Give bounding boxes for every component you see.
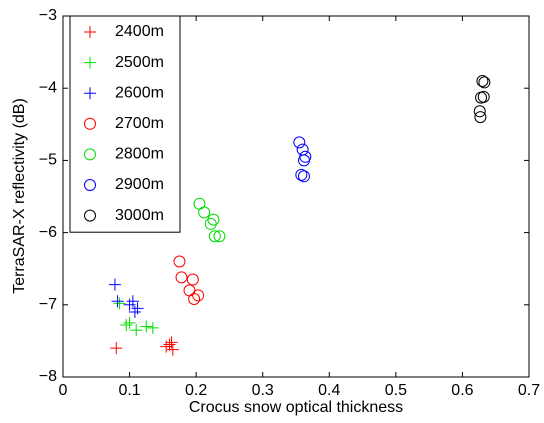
y-tick-label: −8 — [39, 368, 57, 385]
circle-marker — [207, 213, 220, 226]
circle-marker — [297, 170, 310, 183]
x-tick-label: 0.2 — [185, 382, 207, 399]
plus-marker — [140, 320, 153, 333]
circle-marker — [476, 74, 489, 87]
x-tick-label: 0.1 — [118, 382, 140, 399]
x-tick-label: 0.4 — [318, 382, 340, 399]
plus-marker — [130, 324, 143, 337]
legend: 2400m 2500m 2600m 2700m 2800m 2900m 3000m — [69, 15, 181, 233]
plus-marker — [163, 338, 176, 351]
circle-marker — [84, 117, 96, 130]
circle-marker — [293, 136, 306, 149]
plus-marker — [108, 278, 121, 291]
plot-frame — [62, 15, 530, 378]
plus-marker — [84, 56, 96, 69]
x-tick-label: 0.7 — [518, 382, 540, 399]
y-tick-label: −7 — [39, 296, 57, 313]
plus-marker — [120, 319, 133, 332]
circle-marker — [183, 284, 196, 297]
plus-marker — [165, 336, 178, 349]
circle-marker — [188, 293, 201, 306]
plus-marker — [131, 302, 144, 315]
y-tick-label: −6 — [39, 224, 57, 241]
plus-marker — [123, 298, 136, 311]
y-axis-label: TerraSAR-X reflectivity (dB) — [11, 98, 28, 294]
y-tick-label: −3 — [39, 7, 57, 24]
legend-label: 3000m — [115, 207, 164, 224]
circle-marker — [84, 148, 96, 161]
series — [113, 297, 159, 337]
x-tick-label: 0.3 — [252, 382, 274, 399]
plus-marker — [128, 306, 141, 319]
legend-label: 2700m — [115, 115, 164, 132]
x-tick-label: 0.6 — [451, 382, 473, 399]
circle-marker — [299, 150, 312, 163]
series — [173, 255, 205, 306]
plus-marker — [84, 26, 96, 38]
legend-label: 2600m — [115, 84, 164, 101]
plus-marker — [113, 297, 126, 310]
legend-box — [69, 15, 181, 233]
circle-marker — [186, 273, 199, 286]
x-tick-label: 0.5 — [385, 382, 407, 399]
series — [108, 278, 144, 319]
circle-marker — [84, 209, 96, 222]
circle-marker — [474, 111, 487, 124]
plus-marker — [126, 295, 139, 308]
series — [110, 336, 179, 356]
legend-label: 2400m — [115, 23, 164, 40]
circle-marker — [478, 76, 491, 89]
circle-marker — [213, 230, 226, 243]
series — [293, 136, 312, 183]
y-tick-label: −5 — [39, 152, 57, 169]
plus-marker — [123, 316, 136, 329]
circle-marker — [175, 271, 188, 284]
plus-marker — [84, 87, 96, 100]
circle-marker — [192, 289, 205, 302]
circle-marker — [295, 168, 308, 181]
circle-marker — [208, 230, 221, 243]
circle-marker — [173, 255, 186, 268]
series — [473, 74, 491, 124]
plus-marker — [166, 343, 179, 356]
circle-marker — [296, 143, 309, 156]
legend-label: 2900m — [115, 176, 164, 193]
legend-label: 2500m — [115, 54, 164, 71]
circle-marker — [473, 105, 486, 118]
plus-marker — [110, 342, 123, 355]
circle-marker — [84, 179, 96, 191]
plus-marker — [111, 295, 124, 308]
x-axis-label: Crocus snow optical thickness — [189, 399, 403, 416]
series — [193, 197, 226, 243]
x-tick-label: 0 — [59, 382, 68, 399]
circle-marker — [193, 197, 206, 210]
legend-label: 2800m — [115, 146, 164, 163]
plus-marker — [146, 321, 159, 334]
y-tick-label: −4 — [39, 79, 57, 96]
circle-marker — [475, 91, 488, 104]
circle-marker — [198, 206, 211, 219]
